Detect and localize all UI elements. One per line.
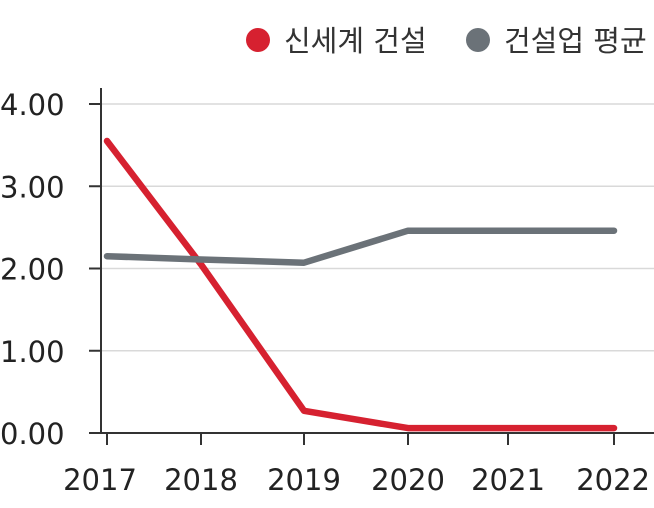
y-tick-label: 3.00: [0, 170, 65, 204]
series-line-0: [103, 137, 618, 432]
y-tick-label: 1.00: [0, 335, 65, 369]
legend-label-1: 건설업 평균: [504, 24, 647, 58]
legend-marker-1: [466, 28, 490, 52]
x-tick-label: 2022: [576, 463, 650, 497]
series-lines: [103, 137, 618, 432]
x-tick-label: 2020: [371, 463, 445, 497]
x-tick-label: 2021: [471, 463, 545, 497]
axes: [100, 88, 654, 434]
x-tick-label: 2018: [164, 463, 238, 497]
y-tick-label: 2.00: [0, 253, 65, 287]
grid-lines: [101, 103, 654, 352]
legend-label-0: 신세계 건설: [284, 24, 427, 58]
y-tick-label: 0.00: [0, 417, 65, 451]
x-axis-ticks: 2017 2018 2019 2020 2021 2022: [63, 433, 650, 497]
y-axis-ticks: 0.00 1.00 2.00 3.00 4.00: [0, 88, 101, 451]
x-tick-label: 2019: [267, 463, 341, 497]
y-tick-label: 4.00: [0, 88, 65, 122]
legend-marker-0: [246, 28, 270, 52]
series-line-1: [103, 227, 618, 266]
legend: 신세계 건설 건설업 평균: [246, 24, 647, 58]
x-tick-label: 2017: [63, 463, 137, 497]
